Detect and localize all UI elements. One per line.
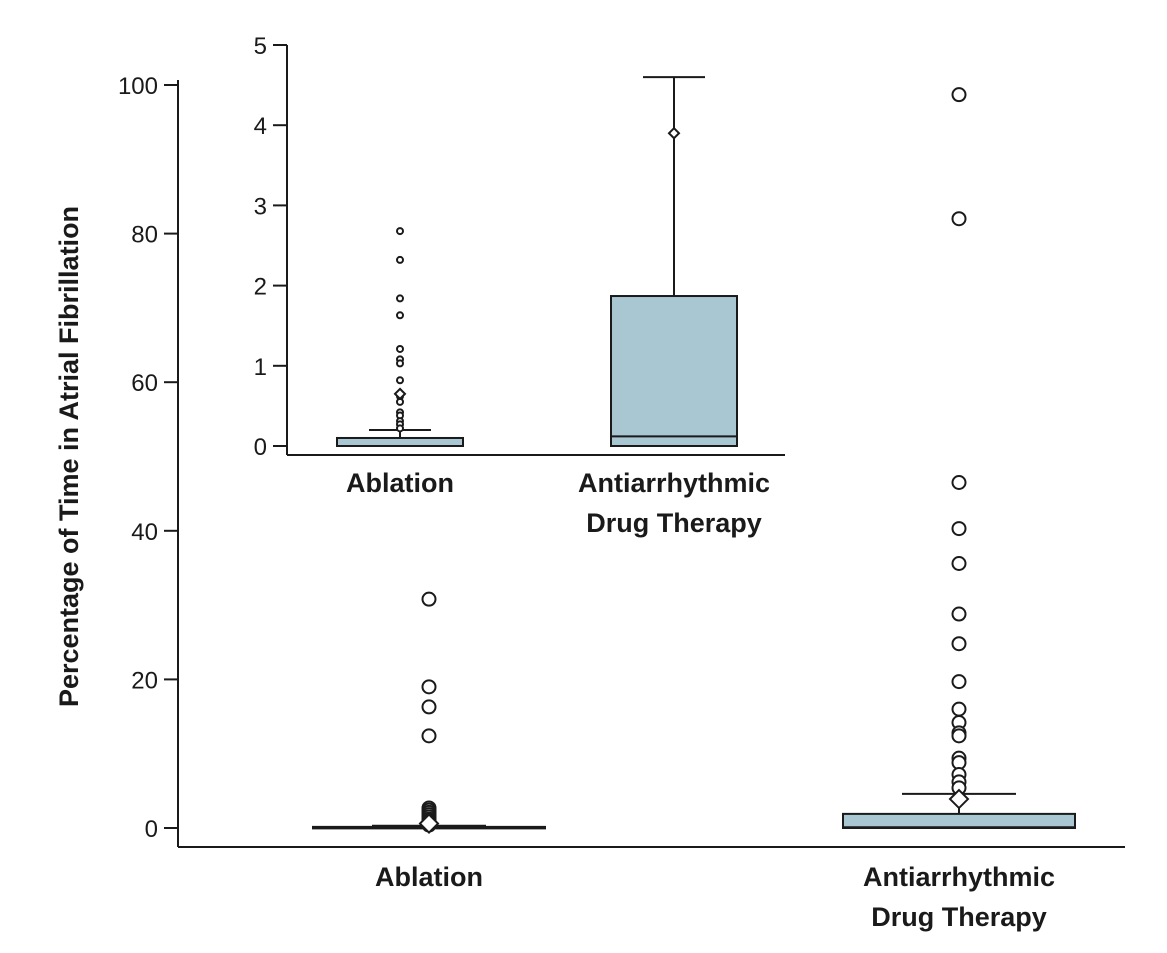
main-box-group-drug-therapy: Antiarrhythmic Drug Therapy [842, 87, 1076, 932]
main-y-tick-label: 0 [145, 816, 158, 843]
main-outlier-point [951, 674, 967, 690]
inset-outlier-point [396, 311, 404, 320]
main-y-tick-label: 20 [131, 667, 158, 694]
main-outlier-point [951, 728, 967, 744]
main-outlier-point [421, 679, 437, 695]
inset-y-tick-label: 5 [254, 33, 267, 60]
main-outlier-point [951, 521, 967, 537]
main-category-label: Ablation [375, 862, 483, 892]
inset-background [210, 30, 800, 550]
main-outlier-point [951, 211, 967, 227]
inset-plot: 0 1 2 3 4 5 Ablation Antiarrhythmic Drug Therapy [210, 30, 800, 550]
main-y-tick-label: 40 [131, 519, 158, 546]
main-y-tick-label: 100 [118, 73, 158, 100]
main-mean-marker [418, 813, 440, 834]
main-y-axis-label: Percentage of Time in Atrial Fibrillatio… [54, 206, 84, 707]
main-outlier-point [421, 699, 437, 715]
inset-box-group-ablation: Ablation [336, 227, 464, 498]
inset-category-label: Ablation [346, 468, 454, 498]
main-box [842, 812, 1076, 829]
inset-outlier-point [396, 344, 404, 353]
inset-outlier-point [396, 359, 404, 368]
main-category-label: Drug Therapy [871, 902, 1047, 932]
inset-box [610, 295, 738, 447]
inset-y-tick-label: 2 [254, 274, 267, 301]
main-outlier-point [951, 87, 967, 103]
main-mean-marker [948, 788, 970, 810]
inset-y-tick-label: 3 [254, 193, 267, 220]
inset-category-label: Drug Therapy [586, 508, 762, 538]
inset-outlier-point [396, 255, 404, 264]
inset-y-tick-label: 4 [254, 113, 267, 140]
main-outlier-point [951, 555, 967, 571]
inset-y-tick-label: 1 [254, 354, 267, 381]
inset-box [336, 436, 464, 448]
main-y-tick-label: 60 [131, 370, 158, 397]
inset-y-tick-label: 0 [254, 434, 267, 461]
main-box-group-ablation: Ablation [312, 591, 546, 892]
inset-box-group-drug-therapy: Antiarrhythmic Drug Therapy [578, 76, 770, 538]
main-category-label: Antiarrhythmic [863, 862, 1055, 892]
inset-outlier-point [396, 424, 404, 433]
main-outlier-point [951, 606, 967, 622]
main-outlier-point [421, 591, 437, 607]
main-outlier-point [951, 636, 967, 652]
inset-mean-marker [667, 126, 681, 140]
main-outlier-point [951, 475, 967, 491]
inset-mean-marker [393, 387, 407, 401]
main-y-tick-label: 80 [131, 222, 158, 249]
main-outlier-point [951, 701, 967, 717]
inset-category-label: Antiarrhythmic [578, 468, 770, 498]
inset-outlier-point [396, 294, 404, 303]
main-outlier-point [421, 728, 437, 744]
inset-outlier-point [396, 227, 404, 236]
inset-outlier-point [396, 376, 404, 385]
